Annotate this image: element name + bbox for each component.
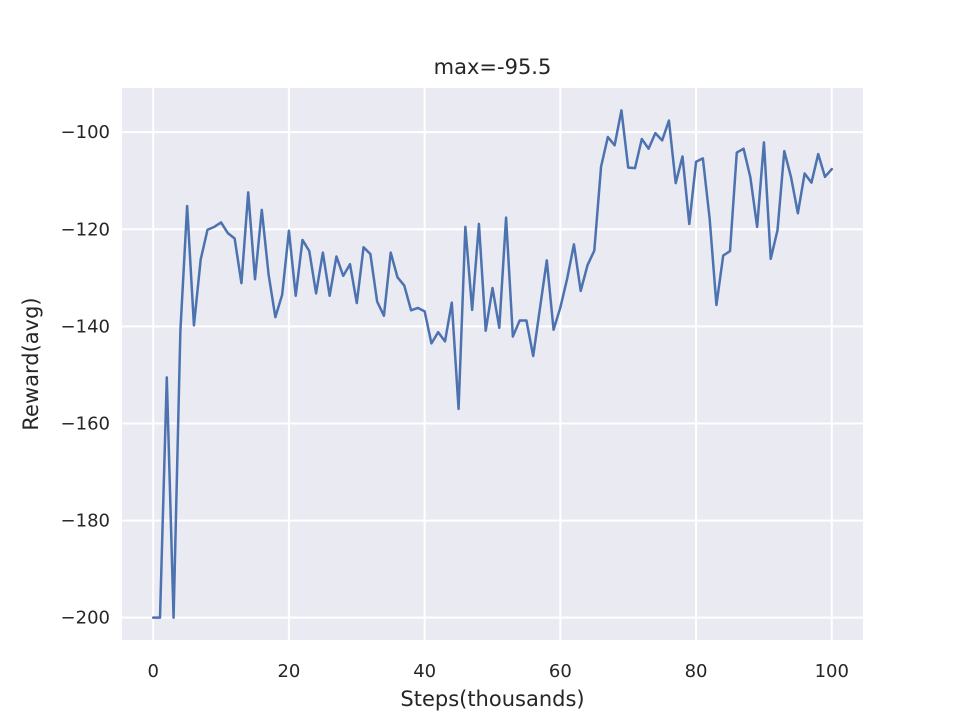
x-tick-label: 60 <box>549 661 572 682</box>
grid-lines <box>122 88 863 640</box>
x-tick-label: 40 <box>413 661 436 682</box>
plot-area <box>122 88 863 640</box>
y-tick-label: −140 <box>61 316 110 337</box>
y-tick-label: −120 <box>61 219 110 240</box>
chart-title: max=-95.5 <box>434 55 552 79</box>
y-tick-label: −180 <box>61 511 110 532</box>
y-tick-label: −100 <box>61 122 110 143</box>
x-tick-labels: 0 20 40 60 80 100 <box>147 661 848 682</box>
y-tick-label: −200 <box>61 608 110 629</box>
x-tick-label: 20 <box>277 661 300 682</box>
x-tick-label: 80 <box>685 661 708 682</box>
x-tick-label: 0 <box>147 661 158 682</box>
y-tick-labels: −200 −180 −160 −140 −120 −100 <box>61 122 110 628</box>
x-tick-label: 100 <box>815 661 849 682</box>
y-axis-label: Reward(avg) <box>19 297 43 430</box>
x-axis-label: Steps(thousands) <box>400 687 584 711</box>
y-tick-label: −160 <box>61 413 110 434</box>
series-line <box>151 109 834 619</box>
